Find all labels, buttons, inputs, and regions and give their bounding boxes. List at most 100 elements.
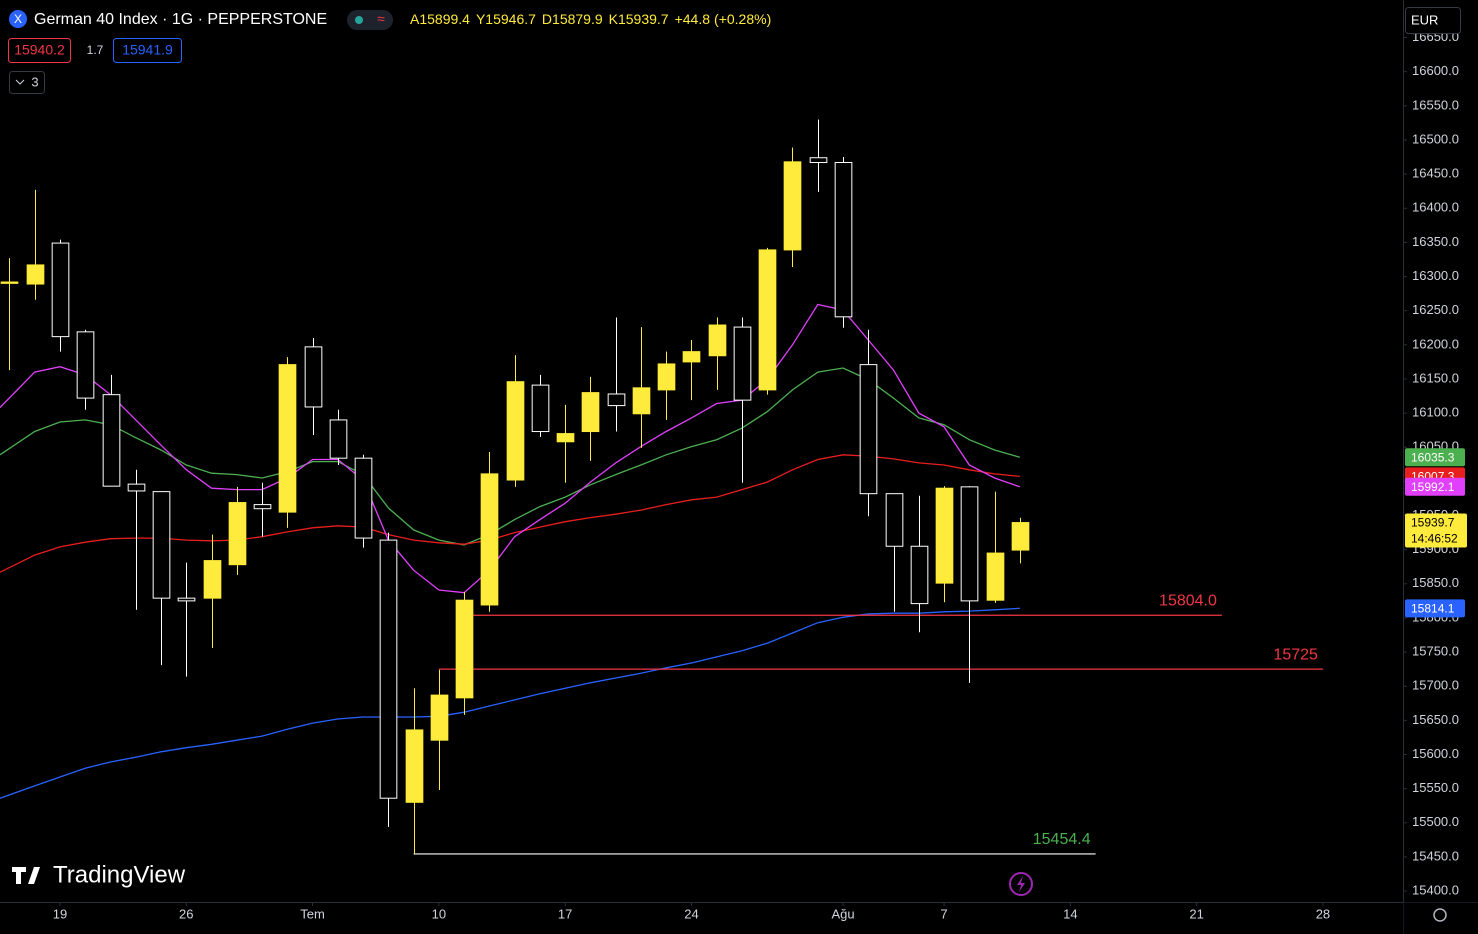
ma-price-badge: 15814.1 [1411, 601, 1455, 615]
candle-body [758, 249, 777, 391]
level-label: 15804.0 [1159, 592, 1217, 609]
y-tick-label: 15700.0 [1412, 678, 1459, 693]
x-tick-label: 10 [432, 906, 446, 921]
ma-line [0, 454, 1020, 573]
y-tick-label: 16250.0 [1412, 302, 1459, 317]
ma-line [0, 367, 1020, 546]
ma-price-badge-bg [1405, 599, 1465, 618]
candle-body [581, 392, 600, 433]
level-label: 15725 [1273, 646, 1318, 663]
bolt [1017, 876, 1025, 892]
candle-body [632, 387, 651, 415]
candle-body [708, 324, 727, 357]
ohlc-prefix: D [542, 11, 552, 27]
candle-body [430, 694, 449, 741]
x-tick-label: 21 [1189, 906, 1203, 921]
ma-price-badge-bg [1405, 448, 1465, 467]
y-tick-label: 16450.0 [1412, 166, 1459, 181]
candle-body [556, 433, 575, 443]
candle-body [506, 381, 525, 481]
ohlc-prefix: Y [476, 11, 486, 27]
symbol-icon-glyph: X [14, 12, 22, 26]
y-tick-label: 16150.0 [1412, 370, 1459, 385]
x-tick-label: 26 [179, 906, 193, 921]
ohlc-prefix: K [609, 11, 619, 27]
candle-body [783, 161, 802, 251]
candle-body [177, 597, 196, 602]
candle-body [379, 539, 398, 799]
last-price-badge-bg [1405, 513, 1467, 548]
overlay: X German 40 Index · 1G · PEPPERSTONE ≈ 1… [8, 7, 1461, 896]
plot-area: 15804.0 15725 15454.4 [0, 119, 1323, 855]
candle-body [910, 545, 929, 605]
level-label: 15454.4 [1033, 831, 1091, 848]
y-tick-label: 16600.0 [1412, 63, 1459, 78]
y-tick-label: 15650.0 [1412, 712, 1459, 727]
candle-body [203, 560, 222, 599]
x-tick-label: 19 [53, 906, 67, 921]
countdown: 14:46:52 [1411, 532, 1458, 546]
candle-body [51, 242, 70, 338]
ohlc-legend: A15899.4 Y15946.7 D15879.9 K15939.7 +44.8 (+0… [410, 11, 771, 27]
currency-box[interactable] [1405, 7, 1461, 34]
x-tick-label: 28 [1316, 906, 1330, 921]
y-tick-label: 15600.0 [1412, 746, 1459, 761]
candle-body [809, 157, 828, 164]
indicator-toggle[interactable] [9, 71, 45, 94]
candle-body [859, 364, 878, 495]
y-tick-label: 15850.0 [1412, 575, 1459, 590]
bid-box[interactable] [8, 38, 71, 63]
ask-price: 15941.9 [122, 42, 173, 58]
y-tick-label: 16300.0 [1412, 268, 1459, 283]
x-tick-label: 17 [558, 906, 572, 921]
corner [1403, 902, 1478, 934]
candle-body [607, 393, 626, 407]
indicator-count: 3 [31, 74, 38, 89]
brand: TradingView [53, 861, 186, 888]
ask-box[interactable] [113, 38, 182, 63]
y-tick-label: 16350.0 [1412, 234, 1459, 249]
ma-line [0, 303, 1021, 594]
change: +44.8 [675, 11, 711, 27]
candle-body [329, 419, 348, 459]
ma-price-badge: 16035.3 [1411, 450, 1455, 464]
events-icon[interactable] [1009, 872, 1033, 896]
candle-body [127, 483, 146, 492]
candle-body [405, 729, 424, 803]
ohlc-value: 15939.7 [618, 11, 669, 27]
change-pct: (+0.28%) [714, 11, 771, 27]
x-tick-label: Ağu [831, 906, 854, 921]
symbol-icon [9, 10, 27, 28]
x-tick-label: 7 [940, 906, 947, 921]
candle-body [152, 491, 171, 599]
status-wave: ≈ [377, 11, 385, 27]
candle-body [1011, 522, 1030, 551]
candle-body [531, 384, 550, 433]
chevron [15, 79, 25, 85]
ohlc-value: 15899.4 [419, 11, 470, 27]
spread: 1.7 [87, 43, 104, 57]
y-tick-label: 16550.0 [1412, 97, 1459, 112]
candle-body [26, 264, 45, 285]
candle-body [228, 502, 247, 566]
candle-body [253, 504, 272, 510]
y-tick-label: 16100.0 [1412, 405, 1459, 420]
ohlc-value: 15946.7 [485, 11, 536, 27]
y-tick-label: 15500.0 [1412, 814, 1459, 829]
candle-body [733, 326, 752, 401]
candle-body [885, 493, 904, 547]
candle-body [76, 331, 95, 399]
status-dot [355, 16, 363, 24]
status-pill[interactable] [347, 10, 393, 30]
candle-body [834, 162, 853, 318]
candle-body [0, 281, 19, 284]
ohlc-prefix: A [410, 11, 420, 27]
y-tick-label: 16400.0 [1412, 200, 1459, 215]
candle-body [354, 457, 373, 539]
settings-icon[interactable] [1433, 908, 1447, 922]
ma-price-badge-bg [1405, 477, 1465, 496]
candle-body [657, 363, 676, 391]
candle-body [960, 486, 979, 602]
